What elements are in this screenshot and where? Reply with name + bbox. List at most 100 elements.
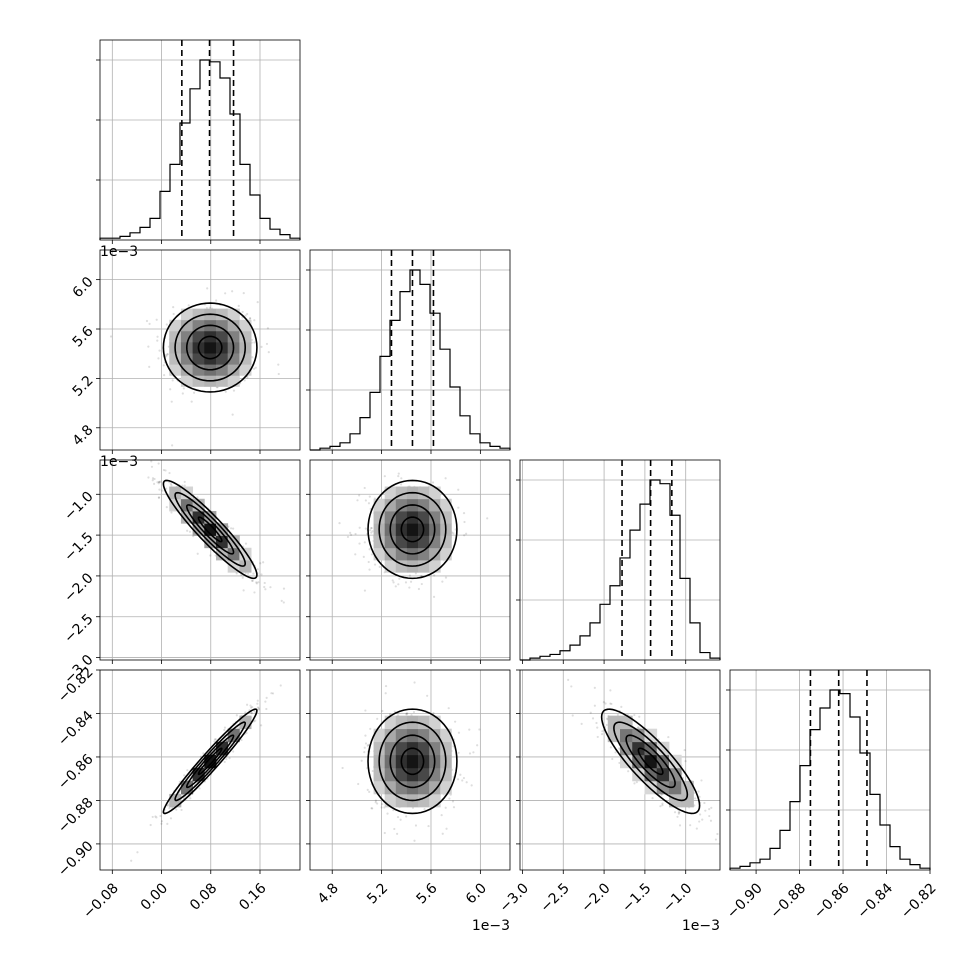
contour-2 <box>613 721 689 802</box>
density-cell <box>373 741 386 756</box>
sample-point <box>368 495 371 498</box>
density-cell <box>632 728 645 743</box>
sample-point <box>166 353 169 356</box>
density-cell <box>373 767 386 782</box>
x-tick-label: −0.86 <box>811 880 853 922</box>
density-cell <box>429 547 441 561</box>
sample-point <box>205 306 208 310</box>
density-cell <box>429 793 441 808</box>
x-tick-label: −0.90 <box>724 880 766 922</box>
sample-point <box>661 802 664 805</box>
density-cell <box>180 353 194 365</box>
histogram-1 <box>310 269 511 451</box>
panel-frame <box>99 39 301 241</box>
contour-1 <box>185 504 235 555</box>
density-cell <box>395 728 408 743</box>
density-cell <box>192 308 205 321</box>
sample-point <box>367 743 370 746</box>
histogram-panel-1 <box>306 249 511 454</box>
sample-point <box>136 851 139 854</box>
sample-point <box>448 797 451 800</box>
sample-point <box>364 734 367 737</box>
sample-point <box>260 724 263 727</box>
density-cell <box>192 375 205 387</box>
sample-point <box>580 722 583 726</box>
sample-point <box>169 388 172 391</box>
sample-point <box>677 812 680 815</box>
contour-2 <box>378 721 447 802</box>
y-tick-label: −0.84 <box>55 708 97 750</box>
sample-point <box>175 808 178 811</box>
contour-2 <box>174 313 247 382</box>
density-cell <box>418 547 430 561</box>
sample-point <box>225 739 229 743</box>
sample-point <box>445 827 448 830</box>
sample-point <box>684 760 687 763</box>
sample-point <box>457 506 460 509</box>
sample-point <box>251 705 254 709</box>
sample-point <box>620 705 623 708</box>
sample-point <box>405 712 408 715</box>
sample-point <box>708 814 711 818</box>
sample-point <box>703 801 706 805</box>
sample-point <box>381 709 384 713</box>
sample-point <box>356 499 359 502</box>
sample-point <box>155 816 158 819</box>
sample-point <box>215 299 218 302</box>
density-cell <box>395 486 408 500</box>
sample-point <box>405 815 408 818</box>
sample-point <box>376 717 379 720</box>
sample-point <box>381 803 384 806</box>
sample-point <box>186 529 189 532</box>
sample-point <box>637 726 640 729</box>
sample-point <box>253 710 256 713</box>
sample-point <box>570 685 573 688</box>
x-tick-label: −0.08 <box>80 880 122 922</box>
sample-point <box>659 805 662 808</box>
sample-point <box>398 577 401 580</box>
sample-point <box>251 356 254 359</box>
sample-point <box>358 542 361 545</box>
sample-point <box>169 482 172 485</box>
density-cell <box>395 511 408 524</box>
y-tick-label: −1.5 <box>61 529 96 564</box>
sample-point <box>370 527 373 530</box>
sample-point <box>214 738 217 741</box>
sample-point <box>609 746 612 749</box>
sample-point <box>262 561 265 564</box>
sample-point <box>616 713 619 717</box>
y-tick-label: −2.0 <box>61 570 96 605</box>
density-cell <box>607 715 621 730</box>
density-cell <box>384 741 397 756</box>
sample-point <box>366 788 369 791</box>
sample-point <box>157 496 160 499</box>
sample-point <box>166 804 169 807</box>
panel-frame <box>309 249 511 451</box>
density-cell <box>429 767 441 782</box>
contour-1 <box>389 734 436 789</box>
panel-frame <box>99 669 301 871</box>
sample-point <box>695 827 698 830</box>
density-cell <box>418 767 430 782</box>
density-cell <box>418 511 430 524</box>
sample-point <box>240 738 243 742</box>
density-cell <box>440 547 452 561</box>
contour-3 <box>367 708 458 815</box>
sample-point <box>614 751 617 754</box>
density-cell <box>384 547 397 561</box>
scatter-panel-3-0: −0.08 0.00 0.08 0.16−0.90−0.88−0.86−0.84−0.… <box>55 664 301 922</box>
sample-point <box>450 440 452 442</box>
sample-point <box>363 751 366 754</box>
sample-point <box>457 488 460 491</box>
sample-point <box>209 554 212 557</box>
sample-point <box>180 808 183 812</box>
density-cell <box>668 767 682 782</box>
density-cell <box>395 547 408 561</box>
sample-point <box>354 532 357 536</box>
sample-point <box>256 699 259 702</box>
sample-point <box>130 859 133 862</box>
density-cell <box>656 767 670 782</box>
sample-point <box>153 477 156 481</box>
sample-point <box>414 824 418 827</box>
sample-point <box>400 477 403 480</box>
